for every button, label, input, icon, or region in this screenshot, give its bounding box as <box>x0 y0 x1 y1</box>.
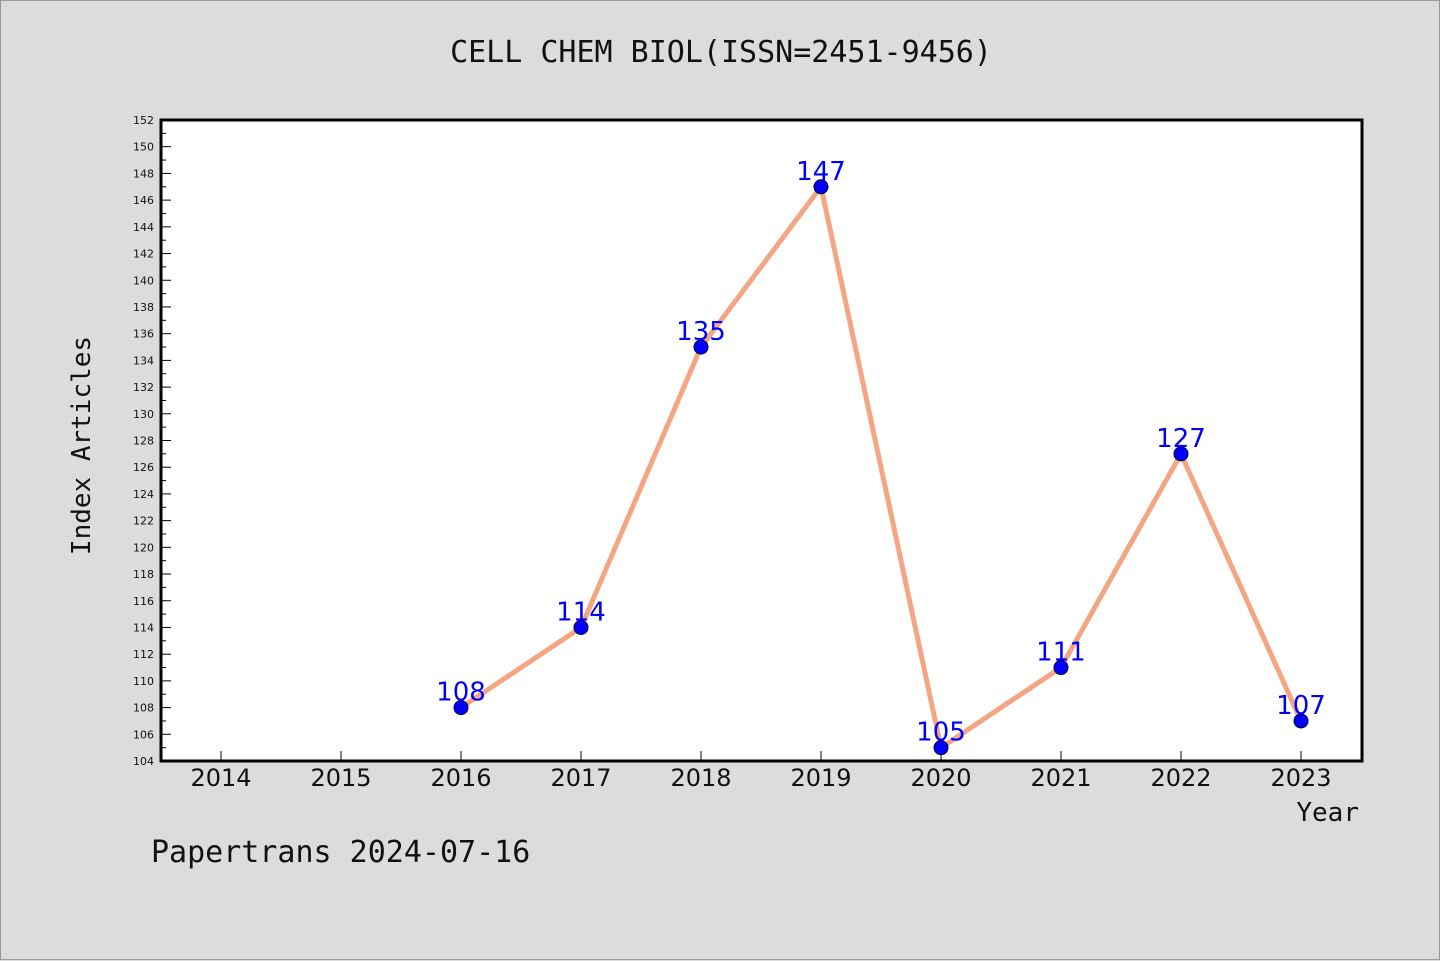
y-tick-label: 144 <box>133 221 154 234</box>
data-label: 111 <box>1036 638 1086 668</box>
axis-ticks: 104 106 108 110 112 114 116 118 120 122 124 126 128 1… <box>133 114 1332 792</box>
y-tick-label: 150 <box>133 141 154 154</box>
y-tick-label: 114 <box>133 621 154 634</box>
data-point <box>1173 446 1189 462</box>
chart-title: CELL CHEM BIOL(ISSN=2451-9456) <box>450 35 992 70</box>
data-label: 147 <box>796 157 846 187</box>
data-point <box>693 339 709 355</box>
data-label: 108 <box>436 678 486 708</box>
y-tick-label: 122 <box>133 515 154 528</box>
data-label: 135 <box>676 317 726 347</box>
data-point <box>453 700 469 716</box>
x-tick-label: 2021 <box>1030 764 1091 792</box>
x-tick-label: 2022 <box>1150 764 1211 792</box>
y-tick-label: 128 <box>133 435 154 448</box>
data-label: 107 <box>1276 691 1326 721</box>
y-axis-label: Index Articles <box>67 336 97 555</box>
y-tick-label: 130 <box>133 408 154 421</box>
data-point <box>813 179 829 195</box>
y-tick-label: 148 <box>133 167 154 180</box>
y-tick-label: 126 <box>133 461 154 474</box>
footer-note: Papertrans 2024-07-16 <box>151 835 531 870</box>
y-tick-label: 118 <box>133 568 154 581</box>
x-tick-label: 2023 <box>1270 764 1331 792</box>
x-tick-label: 2017 <box>550 764 611 792</box>
y-tick-label: 120 <box>133 541 154 554</box>
data-label: 127 <box>1156 424 1206 454</box>
y-tick-label: 138 <box>133 301 154 314</box>
y-tick-label: 142 <box>133 248 154 261</box>
y-tick-label: 116 <box>133 595 154 608</box>
data-label: 105 <box>916 718 966 748</box>
y-tick-label: 146 <box>133 194 154 207</box>
y-tick-label: 132 <box>133 381 154 394</box>
x-tick-label: 2016 <box>430 764 491 792</box>
data-label: 114 <box>556 597 606 627</box>
data-point <box>933 740 949 756</box>
y-tick-label: 152 <box>133 114 154 127</box>
data-point <box>1293 713 1309 729</box>
data-point <box>1053 660 1069 676</box>
x-tick-label: 2020 <box>910 764 971 792</box>
series-layer: 108 114 135 147 105 111 127 107 <box>436 157 1326 756</box>
y-tick-label: 106 <box>133 728 154 741</box>
series-line <box>458 184 1304 751</box>
y-tick-label: 104 <box>133 755 154 768</box>
x-axis-label: Year <box>1296 798 1359 828</box>
x-tick-label: 2014 <box>190 764 251 792</box>
plot-area <box>159 118 1364 763</box>
y-tick-label: 134 <box>133 354 154 367</box>
y-tick-label: 110 <box>133 675 154 688</box>
x-tick-label: 2019 <box>790 764 851 792</box>
y-tick-label: 124 <box>133 488 154 501</box>
y-tick-label: 108 <box>133 702 154 715</box>
y-tick-label: 140 <box>133 274 154 287</box>
y-tick-label: 136 <box>133 328 154 341</box>
x-tick-label: 2018 <box>670 764 731 792</box>
x-tick-label: 2015 <box>310 764 371 792</box>
data-point <box>573 619 589 635</box>
y-tick-label: 112 <box>133 648 154 661</box>
